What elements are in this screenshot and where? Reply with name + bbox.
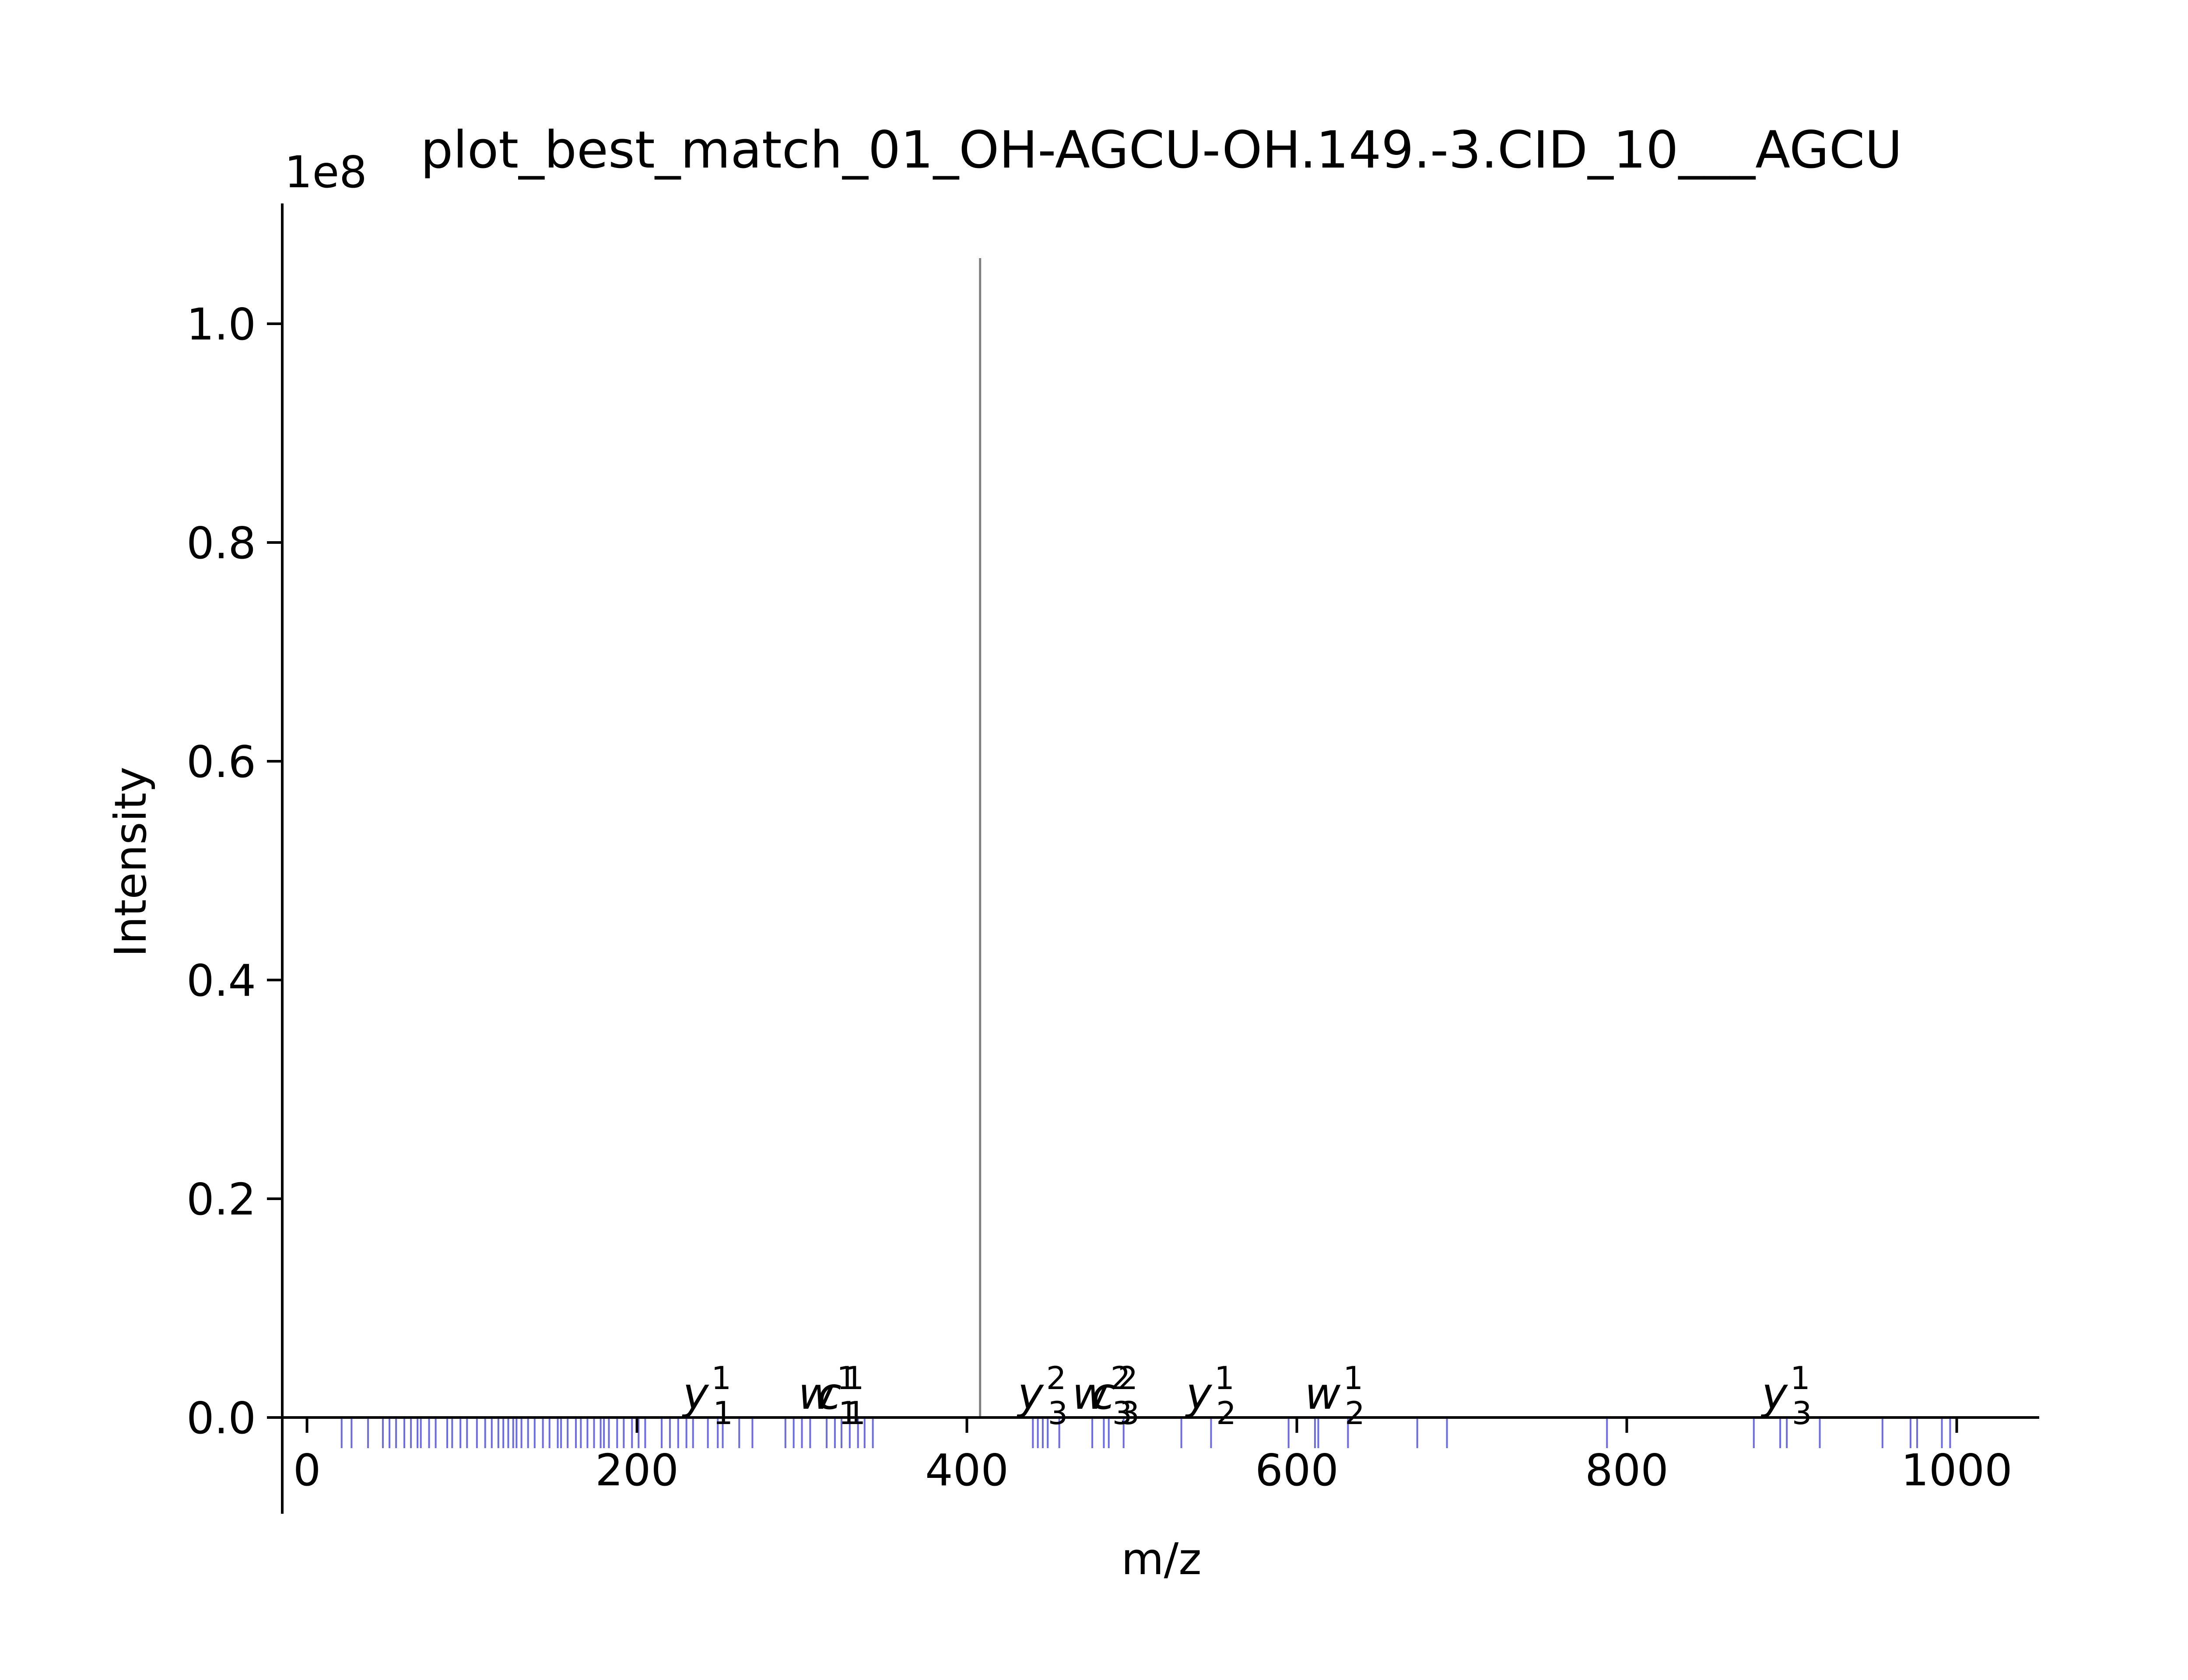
ion-letter: c [1091, 1368, 1115, 1419]
ion-subscript: 1 [838, 1395, 859, 1432]
ion-subscript: 1 [846, 1395, 866, 1432]
ion-superscript: 1 [837, 1360, 857, 1396]
x-tick-label: 200 [595, 1445, 679, 1496]
ion-letter: y [1185, 1368, 1213, 1419]
ion-subscript: 3 [1119, 1395, 1140, 1432]
y-offset-label: 1e8 [284, 147, 367, 198]
ion-annotation: c2 3 [1091, 1360, 1140, 1432]
ion-superscript: 1 [1343, 1360, 1363, 1396]
y-tick-label: 0.4 [186, 955, 256, 1006]
ion-annotation: y2 3 [1017, 1360, 1068, 1432]
y-tick-label: 1.0 [186, 299, 256, 350]
ion-letter: y [681, 1368, 709, 1419]
ion-letter: y [1017, 1368, 1045, 1419]
ion-superscript: 1 [844, 1360, 864, 1396]
x-axis-label: m/z [1121, 1533, 1202, 1585]
series-layer [340, 258, 1951, 1448]
ion-annotation: y1 3 [1760, 1360, 1812, 1432]
ion-annotation: c1 1 [817, 1360, 866, 1432]
ion-superscript: 2 [1111, 1360, 1131, 1396]
ion-subscript: 3 [1048, 1395, 1068, 1432]
annotations-layer: y1 1 w1 1c1 1 y2 3 w2 3c2 3 y1 2 w1 2 y1 3 [681, 1360, 1812, 1432]
ion-subscript: 2 [1345, 1395, 1365, 1432]
ion-letter: w [1305, 1368, 1341, 1419]
ion-annotation: w1 1 [798, 1360, 858, 1432]
y-tick-label: 0.2 [186, 1174, 256, 1225]
ion-superscript: 1 [1790, 1360, 1810, 1396]
ion-annotation: y1 1 [681, 1360, 733, 1432]
chart-title: plot_best_match_01_OH-AGCU-OH.149.-3.CID… [421, 120, 1902, 180]
ticks-layer: 0 200 400 600 800 1000 0.0 0.2 0.4 0.6 0.8 1.0 [186, 299, 2013, 1496]
ion-superscript: 2 [1046, 1360, 1066, 1396]
x-tick-label: 1000 [1901, 1445, 2013, 1496]
x-tick-label: 0 [293, 1445, 321, 1496]
ion-subscript: 3 [1792, 1395, 1812, 1432]
y-axis-label: Intensity [105, 766, 156, 957]
ion-letter: y [1760, 1368, 1788, 1419]
y-tick-label: 0.0 [186, 1393, 256, 1444]
ion-superscript: 1 [711, 1360, 731, 1396]
x-tick-label: 400 [925, 1445, 1009, 1496]
axes-layer [281, 203, 2039, 1514]
ion-superscript: 2 [1118, 1360, 1138, 1396]
ion-subscript: 1 [713, 1395, 733, 1432]
x-tick-label: 800 [1585, 1445, 1669, 1496]
ion-letter: w [798, 1368, 834, 1419]
ion-letter: c [817, 1368, 842, 1419]
ion-subscript: 2 [1216, 1395, 1236, 1432]
ion-letter: w [1072, 1368, 1108, 1419]
ion-superscript: 1 [1214, 1360, 1234, 1396]
ion-annotation: w2 3 [1072, 1360, 1132, 1432]
ion-subscript: 3 [1112, 1395, 1133, 1432]
ion-annotation: y1 2 [1185, 1360, 1236, 1432]
ion-annotation: w1 2 [1305, 1360, 1365, 1432]
x-tick-label: 600 [1255, 1445, 1339, 1496]
y-tick-label: 0.8 [186, 518, 256, 569]
y-tick-label: 0.6 [186, 736, 256, 788]
